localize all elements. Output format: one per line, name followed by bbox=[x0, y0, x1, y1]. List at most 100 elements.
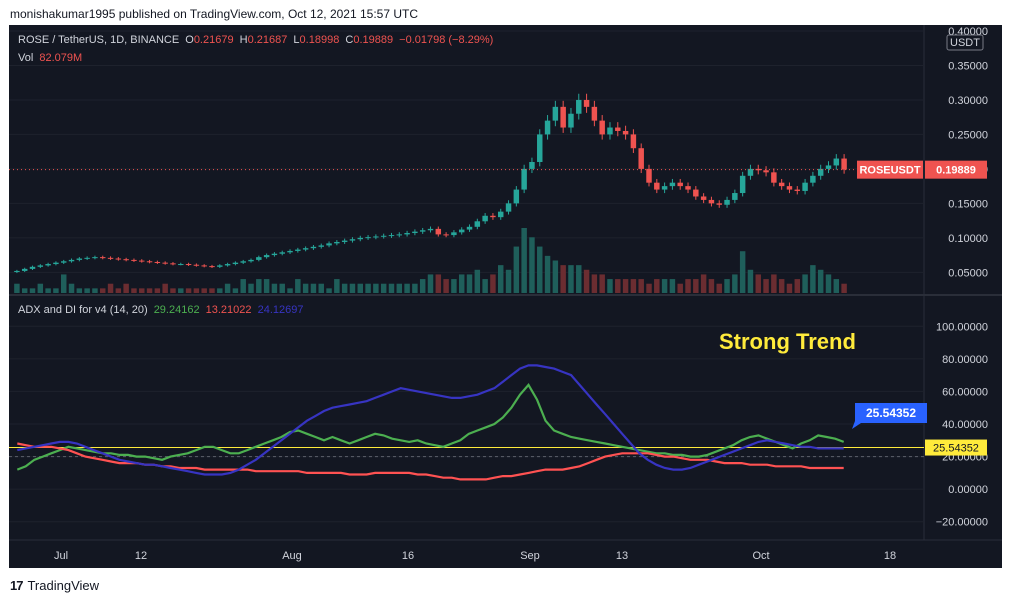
candle-body bbox=[123, 259, 129, 261]
price-tick-label: 0.05000 bbox=[948, 267, 988, 279]
candle-body bbox=[677, 182, 683, 187]
price-axis: 0.400000.350000.300000.250000.200000.150… bbox=[948, 26, 988, 279]
volume-bar bbox=[412, 283, 418, 293]
volume-bar bbox=[763, 279, 769, 293]
time-tick-label: 18 bbox=[884, 550, 896, 562]
candle-body bbox=[209, 266, 215, 268]
volume-bar bbox=[68, 283, 75, 293]
volume-bar bbox=[310, 283, 317, 293]
low-value: 0.18998 bbox=[299, 34, 340, 46]
volume-bar bbox=[256, 279, 262, 293]
volume-bar bbox=[396, 283, 403, 293]
indicator-name[interactable]: ADX and DI for v4 (14, 20) bbox=[18, 304, 148, 316]
last-price-badge bbox=[925, 160, 987, 179]
volume-bar bbox=[638, 279, 644, 293]
indicator-tick-label: 80.00000 bbox=[942, 354, 988, 366]
indicator-lines bbox=[16, 364, 845, 481]
tradingview-logo-icon: 17 bbox=[10, 578, 24, 593]
close-value: 0.19889 bbox=[353, 34, 394, 46]
plus-di-line bbox=[16, 383, 845, 471]
volume-bar bbox=[29, 288, 36, 293]
candle-body bbox=[669, 182, 676, 187]
footer: 17 TradingView bbox=[10, 578, 99, 593]
candle-body bbox=[560, 106, 566, 128]
candle-body bbox=[544, 120, 551, 135]
candle-body bbox=[466, 226, 473, 230]
candle-body bbox=[825, 165, 832, 169]
volume-bar bbox=[287, 288, 293, 293]
level-badge bbox=[925, 439, 987, 456]
vol-value: 82.079M bbox=[39, 52, 83, 64]
candle-body bbox=[318, 245, 324, 247]
candle-body bbox=[232, 262, 239, 265]
volume-bar bbox=[232, 288, 239, 293]
volume-bar bbox=[240, 279, 246, 293]
price-tick-label: 0.30000 bbox=[948, 95, 988, 107]
candle-body bbox=[708, 199, 715, 204]
volume-bar bbox=[263, 279, 270, 293]
volume-bar bbox=[490, 274, 496, 293]
volume-bar bbox=[833, 279, 840, 293]
time-axis: Jul 12 Aug 16 Sep 13 Oct 18 bbox=[54, 550, 896, 562]
chart-svg[interactable]: 0.400000.350000.300000.250000.200000.150… bbox=[9, 25, 1002, 568]
volume-bar bbox=[170, 288, 176, 293]
volume-bar bbox=[654, 279, 660, 293]
volume-bar bbox=[100, 288, 106, 293]
volume-bar bbox=[607, 279, 613, 293]
chart-area[interactable]: 0.400000.350000.300000.250000.200000.150… bbox=[9, 25, 1002, 568]
volume-bar bbox=[591, 274, 598, 293]
candle-body bbox=[771, 172, 777, 183]
currency-badge bbox=[946, 34, 984, 51]
candle-body bbox=[271, 253, 278, 256]
candle-body bbox=[591, 106, 598, 121]
strong-trend-annotation: Strong Trend bbox=[719, 329, 856, 354]
volume-bar bbox=[435, 274, 442, 293]
candle-body bbox=[349, 239, 356, 241]
candle-body bbox=[60, 261, 67, 263]
candle-body bbox=[295, 249, 301, 251]
candle-body bbox=[724, 199, 730, 205]
volume-bar bbox=[732, 274, 738, 293]
volume-bar bbox=[224, 283, 231, 293]
candle-body bbox=[661, 186, 668, 190]
volume-bar bbox=[716, 283, 722, 293]
volume-bar bbox=[84, 288, 90, 293]
volume-bar bbox=[755, 274, 761, 293]
candle-body bbox=[599, 120, 605, 135]
volume-bar bbox=[21, 288, 28, 293]
candle-body bbox=[841, 158, 847, 170]
candle-body bbox=[357, 237, 363, 240]
candle-body bbox=[107, 257, 114, 259]
candle-body bbox=[100, 257, 106, 259]
volume-bar bbox=[302, 283, 309, 293]
candle-body bbox=[248, 259, 254, 262]
volume-bar bbox=[544, 255, 551, 293]
candle-body bbox=[810, 175, 816, 183]
adx-callout-label: 25.54352 bbox=[866, 406, 916, 420]
candle-body bbox=[162, 262, 168, 264]
candle-body bbox=[583, 99, 590, 107]
volume-bar bbox=[162, 283, 168, 293]
price-tick-label: 0.25000 bbox=[948, 129, 988, 141]
candle-body bbox=[263, 255, 270, 258]
indicator-tick-label: 0.00000 bbox=[948, 484, 988, 496]
volume-bar bbox=[576, 265, 582, 293]
volume-bar bbox=[427, 274, 434, 293]
candle-body bbox=[365, 237, 371, 239]
candle-body bbox=[732, 193, 738, 200]
indicator-legend: ADX and DI for v4 (14, 20) 29.24162 13.2… bbox=[18, 304, 306, 316]
candle-body bbox=[76, 258, 83, 260]
volume-bar bbox=[349, 283, 356, 293]
adx-line bbox=[17, 364, 844, 476]
volume-bar bbox=[513, 246, 520, 293]
volume-bar bbox=[583, 269, 590, 293]
candle-body bbox=[794, 189, 801, 191]
volume-bar bbox=[747, 269, 754, 293]
candle-body bbox=[458, 229, 465, 233]
volume-bar bbox=[76, 288, 83, 293]
symbol-label[interactable]: ROSE / TetherUS, 1D, BINANCE bbox=[18, 34, 180, 46]
candle-body bbox=[778, 182, 785, 187]
volume-bar bbox=[700, 274, 707, 293]
symbol-badge-label: ROSEUSDT bbox=[859, 165, 920, 177]
volume-bar bbox=[404, 283, 410, 293]
